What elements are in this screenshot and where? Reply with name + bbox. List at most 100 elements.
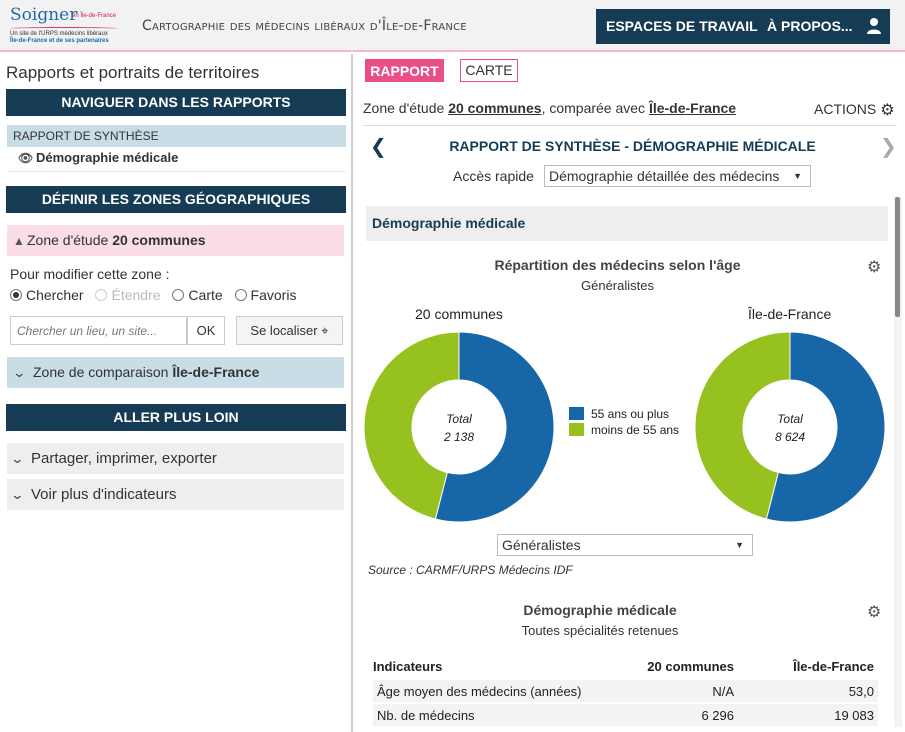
zone-mid: , comparée avec [541, 100, 646, 116]
radio-dot [234, 289, 247, 301]
cell-spacer [738, 679, 778, 704]
cell-indicator: Nb. de médecins [373, 703, 638, 728]
zones-bar: DÉFINIR LES ZONES GÉOGRAPHIQUES [6, 186, 346, 213]
cell-spacer [738, 703, 778, 728]
report-section-summary[interactable]: RAPPORT DE SYNTHÈSE [7, 125, 346, 147]
col-zone: 20 communes [638, 655, 738, 680]
pie-slice[interactable] [765, 331, 886, 523]
radio-dot-selected [10, 289, 22, 301]
report-content[interactable]: Démographie médicale Répartition des méd… [355, 197, 905, 732]
pie-total-value: 8 624 [775, 430, 805, 444]
radio-label: Étendre [111, 287, 161, 303]
chevron-down-icon: ⌄ [12, 365, 27, 380]
radio-label: Favoris [250, 287, 297, 303]
radio-extend: Étendre [95, 287, 161, 303]
col-gap [738, 655, 778, 680]
radio-dot [95, 289, 108, 301]
legend-label: 55 ans ou plus [591, 407, 670, 421]
pie-label-region: Île-de-France [748, 306, 832, 322]
user-icon[interactable] [866, 17, 882, 35]
site-logo[interactable]: Soigner en Île-de-France Un site de l'UR… [8, 5, 120, 49]
radio-label: Carte [188, 287, 223, 303]
pie-label-zone: 20 communes [415, 306, 503, 322]
chart-legend: 55 ans ou plus moins de 55 ans [569, 407, 679, 439]
nav-reports-bar: NAVIGUER DANS LES RAPPORTS [6, 89, 346, 116]
comp-zone-label: Zone de comparaison [33, 364, 169, 380]
prev-report-arrow[interactable]: ❮ [370, 136, 387, 158]
gear-icon: ⚙ [880, 102, 895, 119]
chevron-down-icon: ⌄ [10, 487, 25, 502]
scrollbar-track[interactable] [894, 197, 902, 727]
pie-total-label: Total [446, 412, 472, 426]
next-report-arrow[interactable]: ❯ [880, 136, 897, 158]
zone-mode-radios: Chercher Étendre Carte Favoris [10, 287, 304, 303]
table-subtitle: Toutes spécialités retenues [521, 623, 679, 638]
legend-label: moins de 55 ans [591, 423, 680, 437]
nav-workspaces[interactable]: ESPACES DE TRAVAIL [606, 18, 758, 34]
radio-favorites[interactable]: Favoris [234, 287, 297, 303]
cell-zone: 6 296 [638, 703, 738, 728]
right-panel: RAPPORT CARTE Zone d'étude 20 communes, … [355, 54, 905, 732]
radio-label: Chercher [26, 287, 84, 303]
col-region: Île-de-France [778, 655, 878, 680]
zone-comp-link[interactable]: Île-de-France [648, 100, 737, 116]
logo-tagline: Un site de l'URPS médecins libéraux Île-d… [10, 31, 109, 44]
legend-swatch [569, 423, 584, 436]
cell-region: 19 083 [778, 703, 878, 728]
locate-button[interactable]: Se localiser ⌖ [236, 316, 343, 345]
logo-suffix: en Île-de-France [72, 13, 117, 19]
radio-map[interactable]: Carte [172, 287, 223, 303]
more-indicators-accordion[interactable]: ⌄ Voir plus d'indicateurs [7, 479, 344, 510]
age-pie-charts: Total 2 138 Total 8 624 [363, 331, 886, 523]
quick-access-value: Démographie détaillée des médecins [549, 168, 780, 184]
indicators-label: Voir plus d'indicateurs [31, 486, 177, 503]
search-ok-button[interactable]: OK [187, 316, 225, 345]
pie-total-value: 2 138 [443, 430, 474, 444]
zone-name-link[interactable]: 20 communes [448, 100, 542, 116]
comparison-zone-accordion[interactable]: ⌄ Zone de comparaison Île-de-France [7, 357, 344, 388]
cell-region: 53,0 [778, 679, 878, 704]
header: Soigner en Île-de-France Un site de l'UR… [0, 0, 905, 52]
left-panel: Rapports et portraits de territoires NAV… [0, 54, 353, 732]
top-nav: ESPACES DE TRAVAIL À PROPOS... [596, 9, 890, 44]
report-item-demography[interactable]: 👁 Démographie médicale [18, 150, 178, 165]
quick-access-select[interactable]: Démographie détaillée des médecins ▼ [544, 165, 811, 187]
tab-report[interactable]: RAPPORT [365, 59, 444, 82]
report-item-label: Démographie médicale [36, 150, 179, 165]
share-accordion[interactable]: ⌄ Partager, imprimer, exporter [7, 443, 344, 474]
actions-menu[interactable]: ACTIONS ⚙ [814, 100, 895, 120]
scrollbar-thumb[interactable] [895, 197, 900, 317]
divider [363, 125, 897, 126]
actions-label: ACTIONS [814, 101, 877, 117]
comp-zone-value: Île-de-France [172, 364, 260, 380]
nav-about[interactable]: À PROPOS... [767, 18, 853, 34]
table-row: Nb. de médecins 6 296 19 083 [373, 703, 878, 728]
specialty-select[interactable]: Généralistes ▼ [497, 534, 753, 556]
cell-zone: N/A [638, 679, 738, 704]
pie-slice[interactable] [694, 331, 791, 520]
place-search-input[interactable] [10, 316, 187, 345]
report-title: RAPPORT DE SYNTHÈSE - DÉMOGRAPHIE MÉDICA… [449, 138, 816, 154]
legend-item[interactable]: 55 ans ou plus [569, 407, 679, 423]
tab-map[interactable]: CARTE [460, 59, 518, 82]
chart-gear-icon[interactable]: ⚙ [867, 259, 882, 276]
study-zone-accordion[interactable]: ▲ Zone d'étude 20 communes [7, 225, 344, 256]
chevron-down-icon: ⌄ [10, 451, 25, 466]
pie-slice[interactable] [363, 331, 460, 520]
table-header-row: Indicateurs 20 communes Île-de-France [373, 655, 878, 680]
cell-indicator: Âge moyen des médecins (années) [373, 679, 638, 704]
zone-summary: Zone d'étude 20 communes, comparée avec … [363, 100, 736, 116]
locate-label: Se localiser [250, 322, 318, 338]
table-title: Démographie médicale [523, 602, 677, 618]
indicators-table: Indicateurs 20 communes Île-de-France Âg… [373, 655, 878, 728]
legend-item[interactable]: moins de 55 ans [569, 423, 679, 439]
table-gear-icon[interactable]: ⚙ [867, 604, 882, 621]
pie-total-label: Total [777, 412, 803, 426]
pie-slice[interactable] [434, 331, 555, 523]
divider [7, 171, 346, 172]
section-heading[interactable]: Démographie médicale [366, 206, 888, 241]
share-label: Partager, imprimer, exporter [31, 450, 217, 467]
legend-swatch [569, 407, 584, 420]
study-zone-label: Zone d'étude [27, 232, 109, 248]
radio-search[interactable]: Chercher [10, 287, 84, 303]
